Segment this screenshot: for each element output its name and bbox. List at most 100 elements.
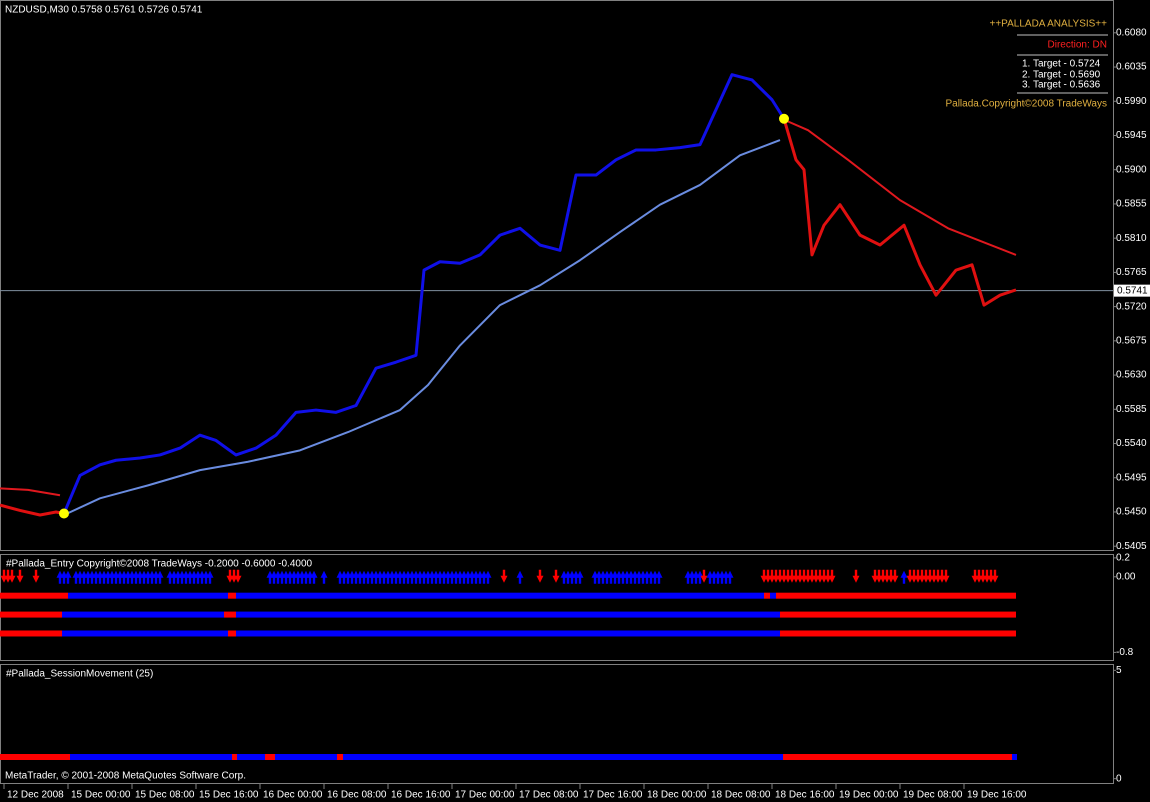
arrow (290, 570, 298, 584)
arrow (979, 569, 987, 583)
y-tick-label: 0 (1116, 773, 1122, 784)
arrow (706, 570, 714, 584)
indicator-segment (236, 611, 780, 618)
arrow (108, 570, 116, 584)
x-tick-label: 17 Dec 08:00 (519, 790, 579, 801)
arrow (852, 569, 860, 583)
arrow (792, 569, 800, 583)
x-tick-label: 19 Dec 00:00 (839, 790, 899, 801)
arrow (234, 569, 242, 583)
arrow (112, 570, 120, 584)
arrow (607, 570, 615, 584)
arrow (392, 570, 400, 584)
arrow (198, 570, 206, 584)
arrow (820, 569, 828, 583)
arrow (424, 570, 432, 584)
price-line (782, 118, 1017, 307)
arrow (643, 570, 651, 584)
indicator-segment (0, 630, 62, 637)
arrow (776, 569, 784, 583)
arrow (320, 570, 328, 584)
arrow (132, 570, 140, 584)
arrow (96, 570, 104, 584)
arrow (603, 570, 611, 584)
arrow (444, 570, 452, 584)
signal-dot (779, 113, 789, 124)
arrow (448, 570, 456, 584)
annotation: Pallada.Copyright©2008 TradeWays (945, 99, 1107, 110)
arrow (983, 569, 991, 583)
arrow (460, 570, 468, 584)
x-tick-label: 16 Dec 00:00 (263, 790, 323, 801)
x-tick-label: 18 Dec 00:00 (647, 790, 707, 801)
arrow (500, 569, 508, 583)
arrow (124, 570, 132, 584)
arrow (595, 570, 603, 584)
y-tick-label: 0.6035 (1116, 62, 1147, 73)
arrow (784, 569, 792, 583)
symbol-title: NZDUSD,M30 0.5758 0.5761 0.5726 0.5741 (5, 5, 203, 16)
x-tick-label: 17 Dec 00:00 (455, 790, 515, 801)
price-line (0, 503, 65, 517)
arrow (760, 569, 768, 583)
indicator-segment (228, 630, 236, 637)
indicator-segment (237, 754, 265, 760)
arrow (352, 570, 360, 584)
y-tick-label: 0.5990 (1116, 96, 1147, 107)
arrow (400, 570, 408, 584)
y-tick-label: 0.5855 (1116, 199, 1147, 210)
indicator-segment (62, 630, 228, 637)
arrow (344, 570, 352, 584)
indicator-segment (337, 754, 343, 760)
arrow (971, 569, 979, 583)
arrow-group (72, 570, 140, 584)
arrow (416, 570, 424, 584)
arrow-group (136, 570, 164, 584)
arrow-group (226, 569, 242, 583)
x-tick-label: 19 Dec 08:00 (903, 790, 963, 801)
arrow (100, 570, 108, 584)
arrow (174, 570, 182, 584)
arrow (270, 570, 278, 584)
arrow-group (684, 570, 704, 584)
arrow (615, 570, 623, 584)
arrow (804, 569, 812, 583)
arrow (170, 570, 178, 584)
arrow (879, 569, 887, 583)
arrow (412, 570, 420, 584)
x-tick-label: 15 Dec 08:00 (135, 790, 195, 801)
arrow (651, 570, 659, 584)
arrow (975, 569, 983, 583)
indicator-segment (232, 754, 237, 760)
indicator-segment (0, 754, 70, 760)
x-tick-label: 12 Dec 2008 (7, 790, 64, 801)
arrow (286, 570, 294, 584)
arrow (611, 570, 619, 584)
x-tick-label: 18 Dec 16:00 (775, 790, 835, 801)
arrow (696, 570, 704, 584)
arrow (336, 570, 344, 584)
arrow (306, 570, 314, 584)
indicator-segment (236, 592, 764, 599)
arrow (871, 569, 879, 583)
annotation: ++PALLADA ANALYSIS++ (990, 19, 1108, 30)
y-tick-label: 0.5450 (1116, 507, 1147, 518)
arrow (186, 570, 194, 584)
arrow-group (336, 570, 492, 584)
arrow (136, 570, 144, 584)
arrow-group (552, 569, 560, 583)
indicator-segment (68, 592, 228, 599)
arrow-group (166, 570, 214, 584)
arrow-group (516, 570, 524, 584)
arrow (92, 570, 100, 584)
arrow (166, 570, 174, 584)
arrow (190, 570, 198, 584)
indicator-segment (776, 592, 1016, 599)
arrow (572, 570, 580, 584)
arrow (274, 570, 282, 584)
arrow (722, 570, 730, 584)
arrow (404, 570, 412, 584)
y-tick-label: -0.8 (1116, 647, 1134, 658)
arrow (906, 569, 914, 583)
entry-pane-frame (0, 554, 1114, 661)
